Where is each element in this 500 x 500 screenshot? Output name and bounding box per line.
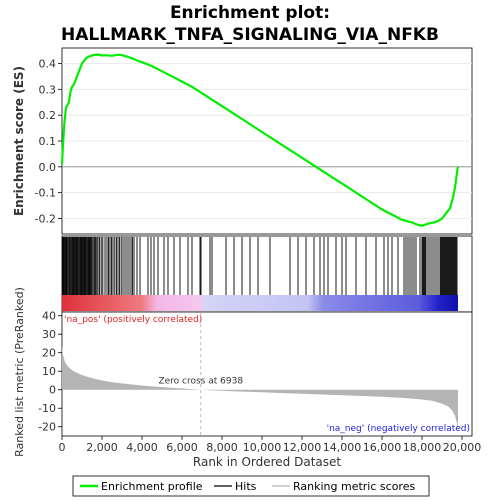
x-tick-label: 4,000 xyxy=(126,441,158,454)
es-y-axis-label: Enrichment score (ES) xyxy=(12,66,26,216)
metric-panel xyxy=(61,311,473,437)
es-y-tick-label: -0.2 xyxy=(35,213,56,226)
es-y-tick-label: 0.1 xyxy=(39,135,57,148)
metric-y-tick-label: 0 xyxy=(49,384,56,397)
es-y-tick-label: 0.0 xyxy=(39,161,57,174)
metric-y-tick-label: -20 xyxy=(38,421,56,434)
es-y-tick-label: 0.4 xyxy=(39,58,57,71)
negative-correlation-label: 'na_neg' (negatively correlated) xyxy=(327,424,470,434)
legend-label-ranking: Ranking metric scores xyxy=(293,480,415,493)
x-tick-label: 2,000 xyxy=(86,441,118,454)
x-tick-label: 12,000 xyxy=(283,441,322,454)
es-grid xyxy=(62,63,472,219)
zero-cross-label: Zero cross at 6938 xyxy=(158,376,243,386)
x-tick-label: 20,000 xyxy=(443,441,482,454)
rank-color-bar xyxy=(62,295,458,311)
legend-label-enrichment: Enrichment profile xyxy=(101,480,203,493)
legend-box xyxy=(72,475,430,497)
metric-y-tick-label: 20 xyxy=(42,347,56,360)
x-tick-label: 14,000 xyxy=(323,441,362,454)
x-tick-label: 16,000 xyxy=(363,441,402,454)
x-axis: 0 2,000 4,000 6,000 8,000 10,000 12,000 14,000 1… xyxy=(59,436,482,454)
metric-y-tick-label: 40 xyxy=(42,310,56,323)
es-y-tick-label: -0.1 xyxy=(35,187,56,200)
es-y-axis: -0.2 -0.1 0.0 0.1 0.2 0.3 0.4 xyxy=(35,58,62,226)
ranked-metric-area xyxy=(62,345,458,433)
x-tick-label: 10,000 xyxy=(243,441,282,454)
metric-y-axis-label: Ranked list metric (PreRanked) xyxy=(13,287,26,457)
es-y-tick-label: 0.2 xyxy=(39,109,57,122)
es-y-tick-label: 0.3 xyxy=(39,83,57,96)
hit-marks xyxy=(61,237,458,295)
x-axis-label: Rank in Ordered Dataset xyxy=(193,455,341,469)
metric-y-tick-label: -10 xyxy=(38,402,56,415)
positive-correlation-label: 'na_pos' (positively correlated) xyxy=(64,315,202,325)
x-tick-label: 8,000 xyxy=(206,441,238,454)
chart-title-line2: HALLMARK_TNFA_SIGNALING_VIA_NFKB xyxy=(61,25,439,45)
metric-y-tick-label: 30 xyxy=(42,328,56,341)
x-tick-label: 6,000 xyxy=(166,441,198,454)
metric-y-tick-label: 10 xyxy=(42,365,56,378)
legend-label-hits: Hits xyxy=(235,480,257,493)
chart-title-line1: Enrichment plot: xyxy=(170,3,330,23)
x-tick-label: 18,000 xyxy=(403,441,442,454)
enrichment-profile-line xyxy=(60,53,460,227)
x-tick-label: 0 xyxy=(59,441,66,454)
metric-y-axis: -20 -10 0 10 20 30 40 xyxy=(38,310,62,434)
